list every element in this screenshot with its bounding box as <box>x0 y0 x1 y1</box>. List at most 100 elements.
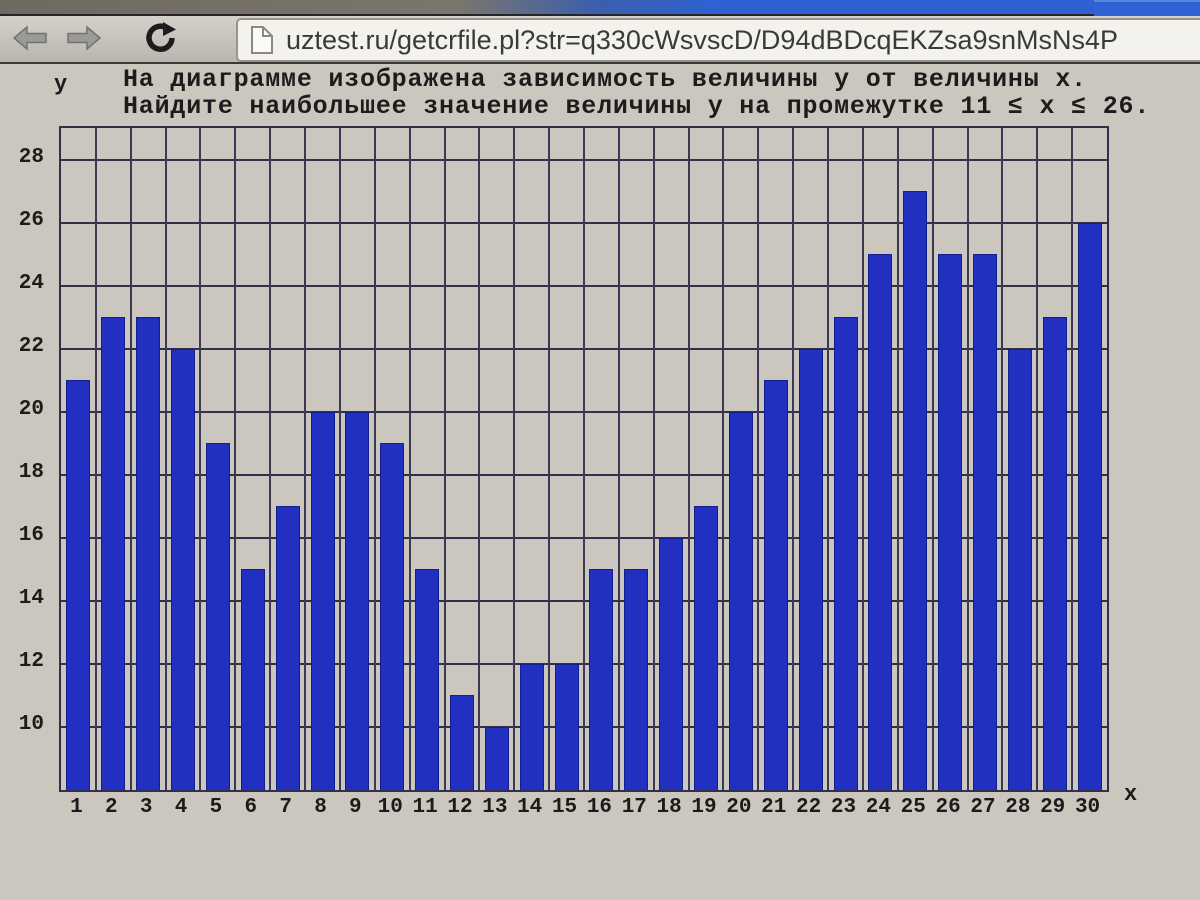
x-tick-label-25: 25 <box>900 796 926 819</box>
x-axis-title: x <box>1124 782 1138 807</box>
bar-x-14 <box>519 663 544 790</box>
gridline-x-24 <box>896 128 899 790</box>
y-tick-label-12: 12 <box>18 649 44 673</box>
gridline-x-12 <box>478 128 481 790</box>
x-tick-label-30: 30 <box>1074 796 1101 819</box>
browser-toolbar: uztest.ru/getcrfile.pl?str=q330cWsvscD/D… <box>0 16 1200 64</box>
gridline-x-11 <box>443 128 446 790</box>
bar-x-3 <box>136 317 161 790</box>
bar-x-30 <box>1077 222 1102 790</box>
bar-x-18 <box>659 537 684 790</box>
gridline-x-9 <box>373 128 376 790</box>
x-tick-label-17: 17 <box>621 796 647 819</box>
refresh-icon <box>143 21 177 57</box>
bar-x-26 <box>938 254 963 790</box>
x-tick-label-14: 14 <box>517 796 543 819</box>
page-icon <box>250 25 274 55</box>
bar-x-16 <box>589 569 614 790</box>
gridline-x-29 <box>1071 128 1074 790</box>
x-tick-label-2: 2 <box>104 796 118 819</box>
bar-x-11 <box>415 569 440 790</box>
x-tick-label-26: 26 <box>935 796 961 819</box>
bar-x-12 <box>449 695 474 790</box>
x-tick-label-15: 15 <box>551 796 578 819</box>
y-tick-label-26: 26 <box>18 208 44 232</box>
gridline-x-14 <box>548 128 551 790</box>
gridline-x-1 <box>94 128 97 790</box>
x-tick-label-22: 22 <box>796 796 822 819</box>
y-tick-label-22: 22 <box>18 334 44 358</box>
chart-plot-area <box>59 126 1109 792</box>
x-tick-label-23: 23 <box>830 796 857 819</box>
back-arrow-icon <box>11 24 49 54</box>
x-tick-label-16: 16 <box>586 796 613 819</box>
bar-x-15 <box>554 663 579 790</box>
window-title-bar <box>0 0 1200 16</box>
bar-x-6 <box>240 569 265 790</box>
gridline-x-20 <box>757 128 760 790</box>
gridline-x-21 <box>792 128 795 790</box>
x-tick-label-7: 7 <box>279 796 292 819</box>
x-tick-label-27: 27 <box>970 796 996 819</box>
bar-x-17 <box>624 569 649 790</box>
gridline-x-4 <box>199 128 202 790</box>
x-tick-label-5: 5 <box>209 796 223 819</box>
x-tick-label-3: 3 <box>139 796 153 819</box>
gridline-x-6 <box>269 128 272 790</box>
bar-x-21 <box>763 380 788 790</box>
gridline-x-13 <box>513 128 516 790</box>
bar-x-29 <box>1042 317 1067 790</box>
y-tick-label-24: 24 <box>18 271 44 295</box>
x-tick-label-9: 9 <box>349 796 362 819</box>
bar-x-13 <box>484 726 509 790</box>
x-tick-label-28: 28 <box>1005 796 1031 819</box>
back-button[interactable] <box>8 24 52 54</box>
bar-x-8 <box>310 411 335 790</box>
gridline-x-26 <box>966 128 969 790</box>
bar-x-4 <box>171 348 196 790</box>
gridline-x-19 <box>722 128 725 790</box>
x-tick-label-18: 18 <box>656 796 682 819</box>
y-tick-label-18: 18 <box>18 460 44 484</box>
y-axis-labels: 10 12 14 16 18 20 22 24 26 28 <box>0 126 52 788</box>
bar-x-10 <box>380 443 405 790</box>
gridline-x-27 <box>1001 128 1004 790</box>
gridline-x-3 <box>164 128 167 790</box>
gridline-x-15 <box>583 128 585 790</box>
y-tick-label-10: 10 <box>18 712 44 736</box>
x-tick-label-1: 1 <box>70 796 83 819</box>
refresh-button[interactable] <box>138 21 182 57</box>
bar-x-9 <box>345 411 370 790</box>
y-axis-title: y <box>54 72 68 97</box>
y-tick-label-16: 16 <box>18 523 44 547</box>
gridline-x-5 <box>234 128 237 790</box>
forward-arrow-icon <box>65 24 103 54</box>
x-tick-label-29: 29 <box>1040 796 1066 819</box>
bar-x-1 <box>66 380 91 790</box>
url-bar[interactable]: uztest.ru/getcrfile.pl?str=q330cWsvscD/D… <box>236 18 1200 62</box>
x-tick-label-12: 12 <box>447 796 473 819</box>
gridline-x-16 <box>617 128 620 790</box>
x-tick-label-24: 24 <box>865 796 891 819</box>
bar-x-27 <box>972 254 997 790</box>
gridline-x-28 <box>1036 128 1039 790</box>
x-tick-label-6: 6 <box>244 796 258 819</box>
bar-x-23 <box>833 317 858 790</box>
y-tick-label-14: 14 <box>18 586 44 610</box>
gridline-x-25 <box>931 128 934 790</box>
x-tick-label-13: 13 <box>482 796 508 819</box>
forward-button[interactable] <box>62 24 106 54</box>
bar-x-2 <box>101 317 126 790</box>
gridline-x-22 <box>827 128 830 790</box>
question-line-2: Найдите наибольшее значение величины y н… <box>123 92 1151 121</box>
gridline-x-7 <box>304 128 307 790</box>
x-tick-label-4: 4 <box>174 796 188 819</box>
bar-x-22 <box>798 348 823 790</box>
gridline-x-17 <box>652 128 655 790</box>
bar-x-25 <box>903 191 928 790</box>
bar-x-24 <box>868 254 893 790</box>
y-tick-label-28: 28 <box>18 145 44 169</box>
x-tick-label-21: 21 <box>761 796 787 819</box>
gridline-x-8 <box>338 128 341 790</box>
